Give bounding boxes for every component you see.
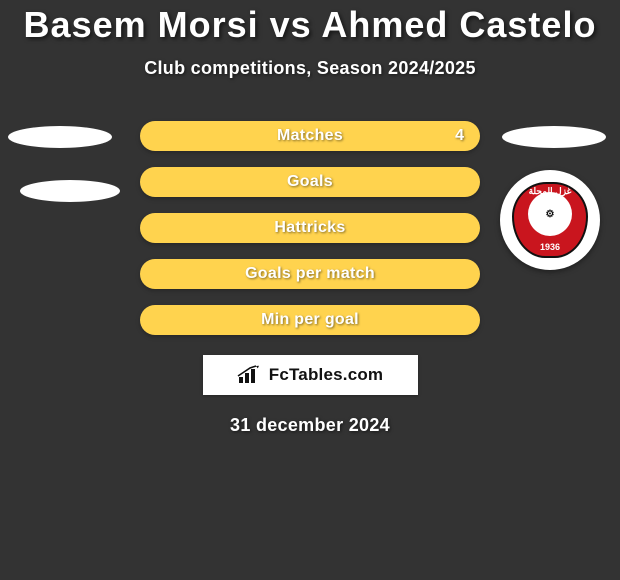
stat-row-gpm: Goals per match [140,259,480,289]
stat-row-goals: Goals [140,167,480,197]
page-title: Basem Morsi vs Ahmed Castelo [0,0,620,46]
club-inner-icon: ⚙ [528,192,572,236]
stat-label: Hattricks [274,219,345,237]
stat-row-mpg: Min per goal [140,305,480,335]
subtitle: Club competitions, Season 2024/2025 [0,58,620,79]
watermark: FcTables.com [203,355,418,395]
date: 31 december 2024 [0,415,620,436]
vs-label: vs [270,4,312,45]
watermark-text: FcTables.com [269,365,384,385]
club-shield: غزل المحلة ⚙ 1936 [512,182,588,258]
club-year: 1936 [514,242,586,252]
bar-chart-icon [237,365,263,385]
right-ellipse-placeholder [502,126,606,148]
player1-name: Basem Morsi [24,4,259,45]
player2-name: Ahmed Castelo [321,4,596,45]
left-ellipse-placeholder-1 [8,126,112,148]
stat-label: Goals [287,173,333,191]
stat-row-hattricks: Hattricks [140,213,480,243]
stat-row-matches: Matches 4 [140,121,480,151]
stat-label: Goals per match [245,265,375,283]
stat-label: Min per goal [261,311,359,329]
club-badge: غزل المحلة ⚙ 1936 [500,170,600,270]
stat-label: Matches [277,127,343,145]
stat-value-right: 4 [455,127,464,145]
left-ellipse-placeholder-2 [20,180,120,202]
